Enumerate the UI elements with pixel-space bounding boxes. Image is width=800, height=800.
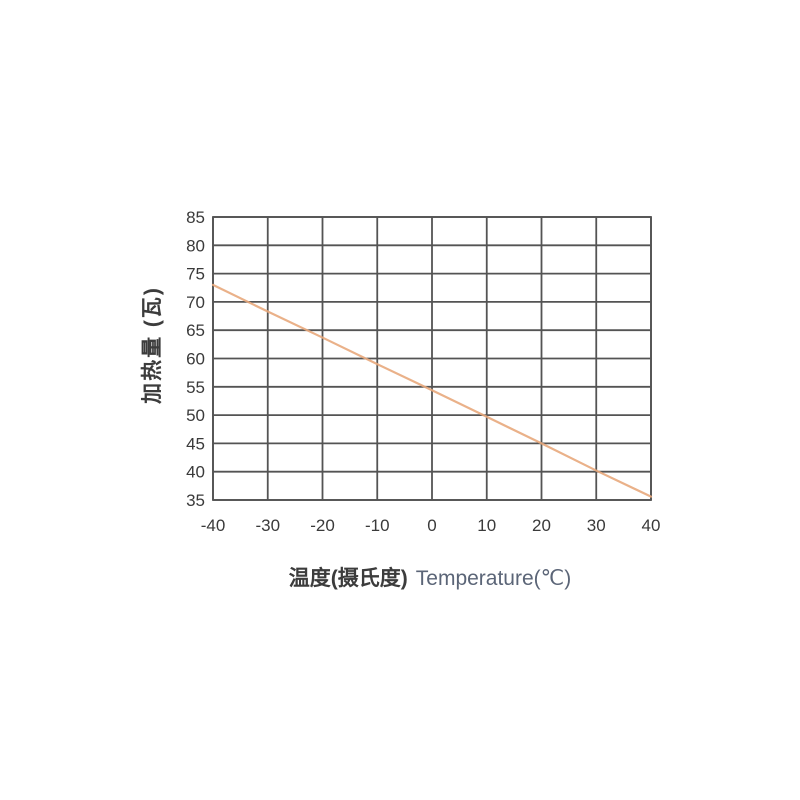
y-tick-label: 60 <box>186 350 205 369</box>
x-tick-label: -30 <box>255 516 280 535</box>
x-tick-label: 30 <box>587 516 606 535</box>
x-axis-label: 温度(摄氏度) Temperature(℃) <box>180 562 680 592</box>
y-tick-label: 55 <box>186 378 205 397</box>
y-tick-label: 40 <box>186 463 205 482</box>
y-tick-label: 75 <box>186 265 205 284</box>
x-tick-label: -20 <box>310 516 335 535</box>
x-tick-label: 0 <box>427 516 436 535</box>
y-tick-label: 65 <box>186 321 205 340</box>
x-tick-label: 40 <box>642 516 661 535</box>
series-line-heating-power-watts <box>211 283 653 498</box>
y-tick-label: 50 <box>186 406 205 425</box>
x-tick-label: 20 <box>532 516 551 535</box>
y-tick-label: 70 <box>186 293 205 312</box>
y-tick-label: 35 <box>186 491 205 510</box>
x-tick-label: -10 <box>365 516 390 535</box>
y-tick-label: 80 <box>186 236 205 255</box>
x-axis-label-zh: 温度(摄氏度) <box>288 567 408 590</box>
x-tick-label: 10 <box>477 516 496 535</box>
y-axis-label: 加热量 (瓦) <box>141 286 164 404</box>
y-tick-label: 85 <box>186 208 205 227</box>
x-axis-label-en: Temperature(℃) <box>415 567 572 590</box>
y-tick-label: 45 <box>186 434 205 453</box>
x-tick-label: -40 <box>201 516 226 535</box>
plot-border <box>212 216 652 501</box>
